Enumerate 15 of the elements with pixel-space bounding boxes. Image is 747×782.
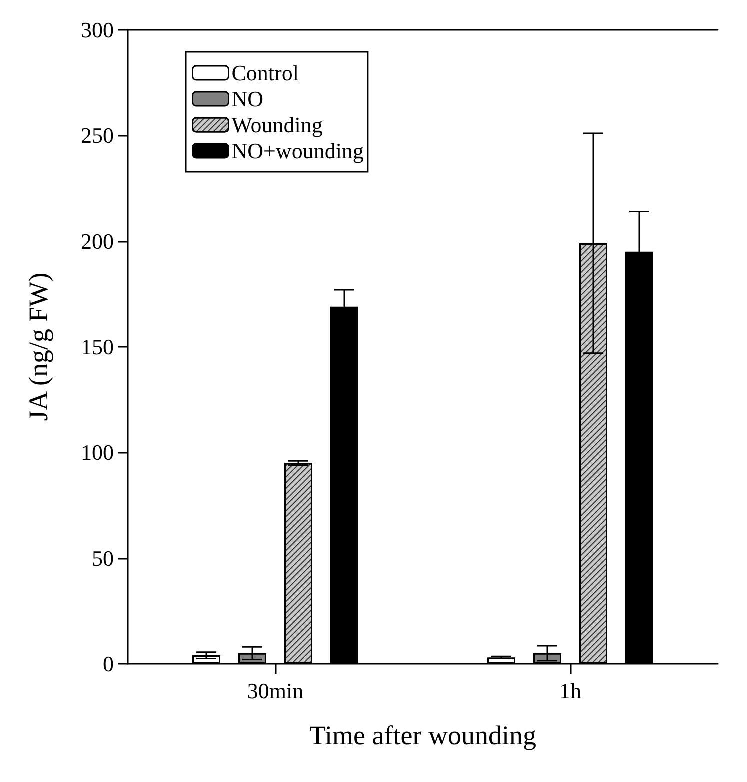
y-tick-label: 0 (103, 652, 114, 676)
legend-label: Control (232, 60, 299, 86)
legend-label: NO (232, 86, 264, 112)
y-tick-label: 250 (81, 123, 114, 148)
y-tick-label: 150 (81, 334, 114, 360)
legend-label: NO+wounding (232, 138, 364, 164)
y-axis-title: JA (ng/g FW) (24, 272, 54, 422)
x-axis-title: Time after wounding (310, 720, 536, 750)
x-tick-label: 1h (560, 678, 582, 704)
y-tick-label: 100 (81, 440, 114, 466)
y-tick-label: 300 (81, 18, 114, 42)
y-tick-label: 200 (81, 228, 114, 254)
legend-label: Wounding (232, 112, 323, 138)
x-tick-label: 30min (247, 678, 304, 704)
y-tick-label: 50 (92, 546, 114, 571)
